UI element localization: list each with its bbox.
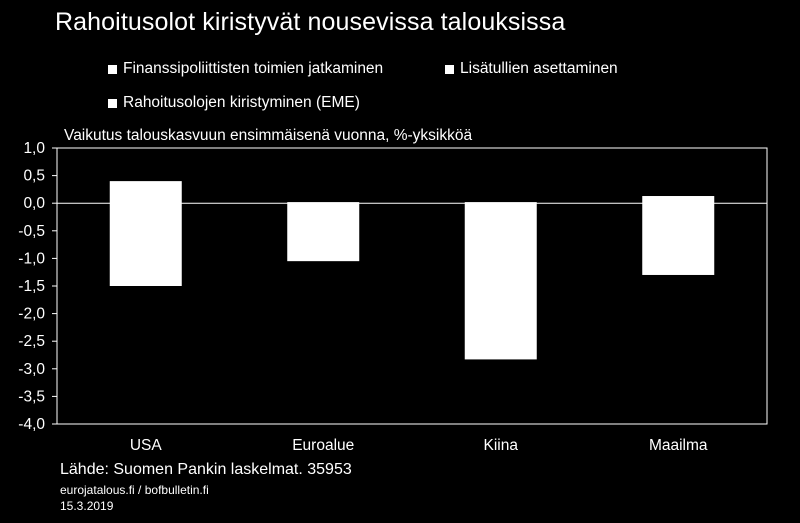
- y-tick-label: 1,0: [23, 140, 45, 157]
- legend-item-rahoitusolot: Rahoitusolojen kiristyminen (EME): [108, 94, 360, 112]
- x-tick-label: USA: [130, 437, 163, 454]
- y-tick-label: -1,0: [18, 250, 45, 267]
- source-note: Lähde: Suomen Pankin laskelmat. 35953: [60, 461, 352, 478]
- legend-swatch: [445, 64, 454, 74]
- y-tick-label: -4,0: [18, 416, 45, 433]
- y-tick-label: 0,5: [23, 168, 45, 185]
- site-note: eurojatalous.fi / bofbulletin.fi: [60, 483, 209, 497]
- y-tick-label: 0,0: [23, 195, 45, 212]
- chart-title: Rahoitusolot kiristyvät nousevissa talou…: [55, 8, 566, 36]
- legend-item-lisatullit: Lisätullien asettaminen: [445, 60, 618, 78]
- legend-item-finanssipolitiikka: Finanssipoliittisten toimien jatkaminen: [108, 60, 383, 78]
- legend-swatch: [108, 64, 117, 74]
- x-tick-label: Maailma: [649, 437, 708, 454]
- bar-kiina: [464, 202, 537, 360]
- bar-usa: [109, 181, 182, 286]
- y-tick-label: -3,5: [18, 388, 45, 405]
- y-tick-label: -2,0: [18, 306, 45, 323]
- bar-euroalue: [287, 202, 360, 262]
- x-tick-label: Kiina: [484, 437, 519, 454]
- y-tick-label: -1,5: [18, 278, 45, 295]
- y-tick-label: -2,5: [18, 333, 45, 350]
- legend-label: Rahoitusolojen kiristyminen (EME): [123, 94, 360, 111]
- legend-swatch: [108, 98, 117, 108]
- legend-label: Finanssipoliittisten toimien jatkaminen: [123, 60, 384, 77]
- date-note: 15.3.2019: [60, 499, 114, 513]
- y-tick-label: -3,0: [18, 361, 45, 378]
- bar-maailma: [642, 196, 715, 275]
- y-tick-label: -0,5: [18, 223, 45, 240]
- chart-subtitle: Vaikutus talouskasvuun ensimmäisenä vuon…: [64, 127, 473, 144]
- x-tick-label: Euroalue: [292, 437, 354, 454]
- legend-label: Lisätullien asettaminen: [460, 60, 618, 77]
